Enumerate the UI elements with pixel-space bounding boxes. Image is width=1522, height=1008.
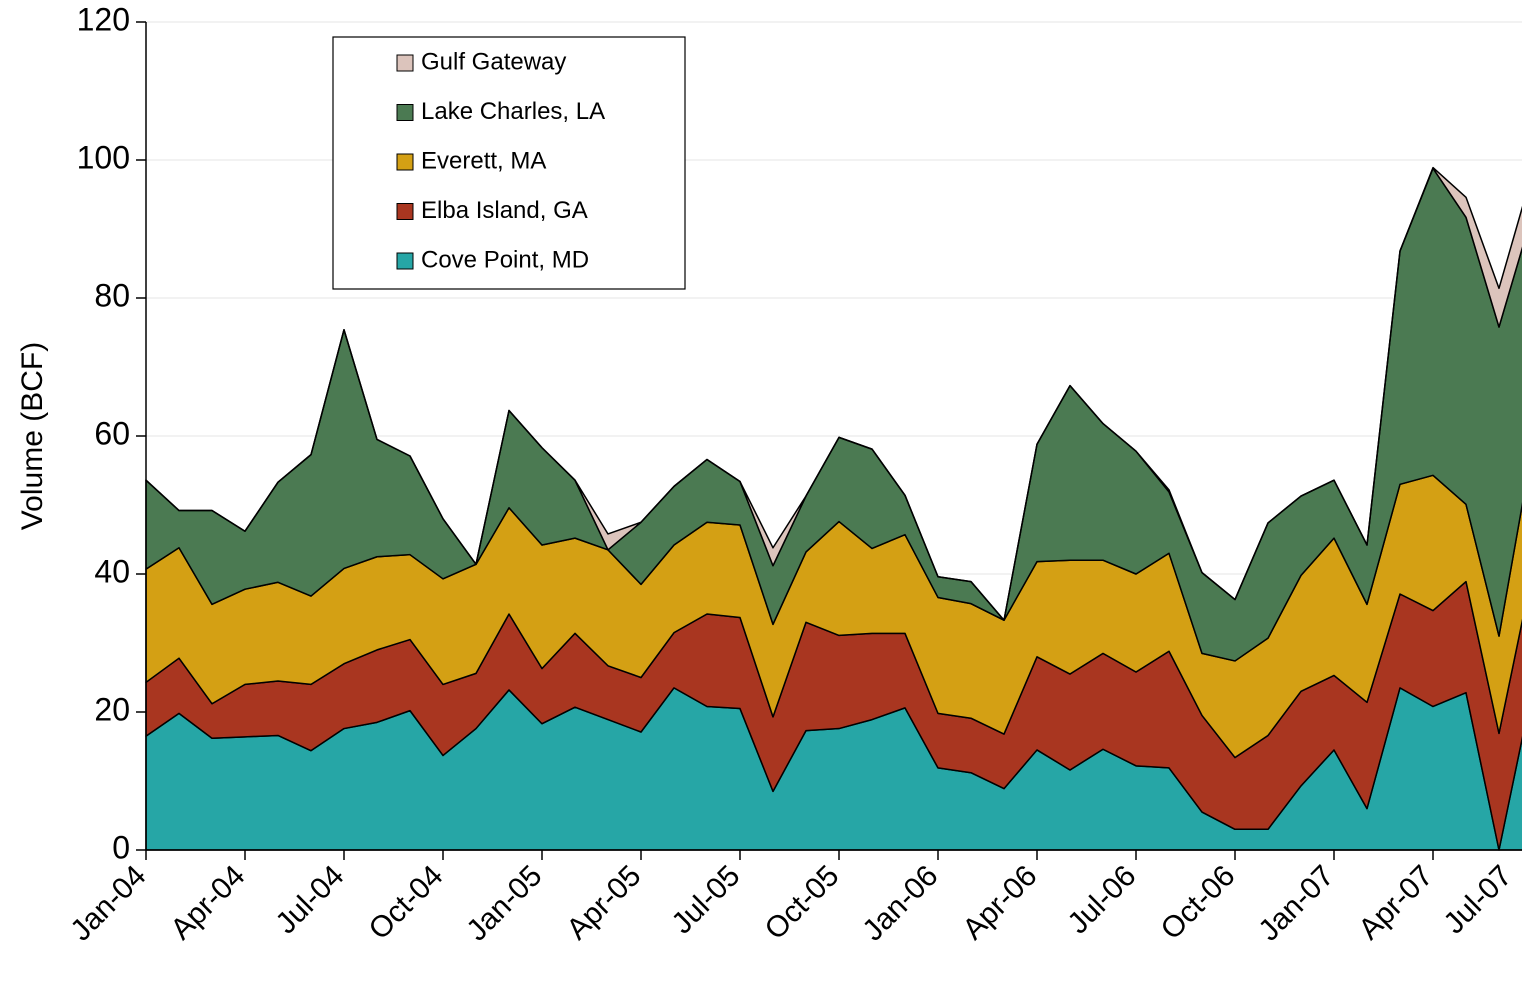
legend-swatch [396,203,414,220]
x-tick-label: Jul-06 [1061,859,1142,940]
legend-swatch [396,252,414,270]
x-tick-label: Jul-04 [269,859,350,940]
y-tick-label: 0 [112,829,130,865]
x-tick-label: Apr-05 [561,859,648,946]
x-tick-label: Jan-07 [1252,859,1340,947]
x-tick-label: Jan-04 [64,859,152,947]
y-tick-label: 100 [77,139,130,175]
legend-label: Lake Charles, LA [421,98,605,125]
legend: Gulf Gateway Lake Charles, LA Everett, MA E… [332,36,686,290]
y-tick-label: 60 [94,415,130,451]
legend-swatch [396,104,414,121]
legend-label: Gulf Gateway [421,48,566,75]
area [145,166,1522,621]
legend-swatch [396,153,414,171]
legend-swatch [396,54,414,72]
y-tick-label: 20 [94,691,130,727]
x-tick-label: Oct-04 [363,859,450,946]
x-tick-label: Jul-05 [665,859,746,940]
x-tick-label: Jul-07 [1437,859,1518,940]
x-tick-label: Apr-06 [957,859,1044,946]
x-tick-label: Oct-06 [1155,859,1242,946]
x-tick-label: Apr-04 [165,859,252,946]
legend-box [332,36,686,290]
legend-label: Elba Island, GA [421,197,588,224]
x-tick-label: Jan-05 [460,859,548,947]
x-tick-label: Oct-05 [759,859,846,946]
y-tick-label: 120 [77,1,130,37]
y-tick-label: 80 [94,277,130,313]
legend-label: Cove Point, MD [421,246,589,273]
legend-label: Everett, MA [421,147,546,174]
y-tick-label: 40 [94,553,130,589]
y-axis-title: Volume (BCF) [16,342,49,530]
x-tick-label: Apr-07 [1353,859,1440,946]
x-tick-label: Jan-06 [856,859,944,947]
